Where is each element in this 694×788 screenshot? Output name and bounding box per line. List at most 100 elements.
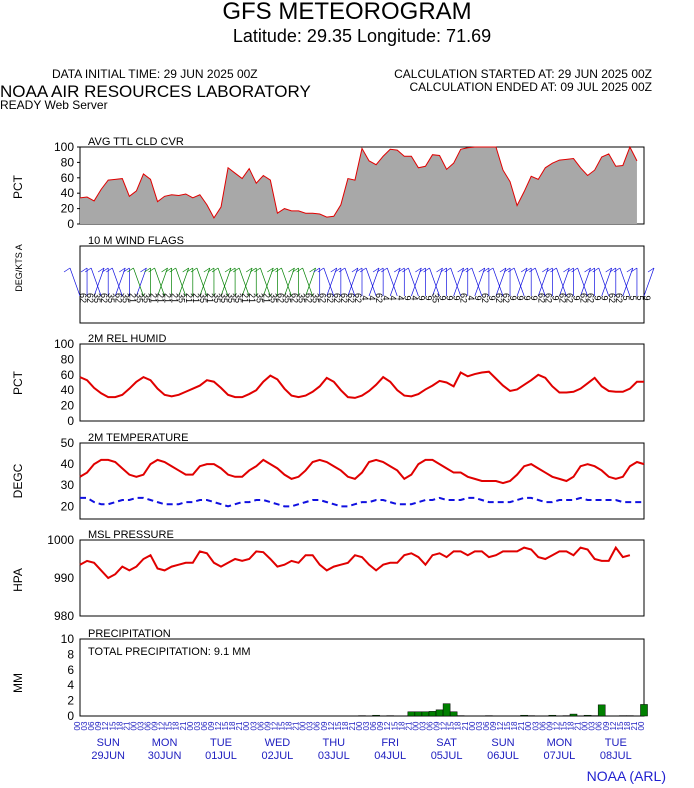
wind-barb [376,267,384,273]
wind-speed-label: 9 [487,295,497,300]
precip-bar [597,704,606,717]
wind-speed-label: 9 [508,295,518,300]
time-tick-label: 06 [426,721,435,730]
wind-flag [534,267,546,297]
wind-barb [338,267,346,273]
wind-barb [224,267,232,273]
time-tick-label: 09 [489,721,498,730]
wind-barb [97,267,105,273]
wind-flag [260,267,271,297]
wind-speed-label: 62 [543,293,553,303]
precip-bar [414,711,423,717]
wind-speed-label: 21 [184,293,194,303]
wind-speed-label: 35 [177,293,187,303]
wind-flag [601,267,613,297]
wind-flag [559,267,570,297]
precip-bar [407,711,416,717]
wind-speed-label: 4 [360,295,370,300]
wind-speed-label: 9 [642,295,652,300]
wind-flag [389,267,401,297]
wind-speed-label: 5 [635,295,645,300]
wind-speed-label: 35 [282,293,292,303]
y-tick-label: 40 [61,186,75,200]
time-tick-label: 12 [214,721,223,730]
time-tick-label: 15 [165,721,174,730]
wind-speed-label: 4 [409,295,419,300]
wind-flag [411,267,422,297]
y-tick-label: 100 [54,337,74,351]
wind-barb [584,267,591,273]
wind-barb [211,267,219,273]
y-tick-label: 6 [67,663,74,677]
wind-flag [580,267,591,297]
y-tick-label: 80 [61,155,75,169]
wind-flag [474,267,486,297]
wind-barb [423,267,430,273]
panel-title: MSL PRESSURE [88,529,174,541]
wind-barb [80,267,88,273]
wind-speed-label: 9 [438,295,448,300]
wind-flag [175,267,187,297]
wind-flag [368,267,380,297]
time-tick-label: 06 [538,721,547,730]
time-tick-label: 00 [242,721,251,730]
time-tick-label: 03 [80,721,89,730]
time-tick-label: 15 [503,721,512,730]
wind-flag [136,267,147,297]
y-tick-label: 990 [54,571,74,585]
wind-barb [203,267,211,273]
wind-speed-label: 35 [431,293,441,303]
wind-flag [217,267,229,297]
time-tick-label: 03 [193,721,202,730]
wind-speed-label: 35 [92,293,102,303]
wind-barb [63,267,71,273]
date-label: 02JUL [262,750,294,762]
wind-speed-label: 62 [586,293,596,303]
wind-speed-label: 62 [536,293,546,303]
wind-barb [102,267,109,273]
wind-barb [394,267,401,273]
time-tick-label: 18 [567,721,576,730]
time-tick-label: 12 [270,721,279,730]
wind-speed-label: 5 [628,295,638,300]
wind-speed-label: 9 [473,295,483,300]
wind-barb [351,267,359,273]
wind-flag [220,267,232,297]
wind-barb [465,267,473,273]
time-tick-label: 21 [517,721,526,730]
wind-barb [161,267,168,273]
wind-barb [245,267,253,273]
wind-flag [495,267,507,297]
wind-speed-label: 35 [198,293,208,303]
precip-bar [421,711,430,717]
wind-barb [529,267,536,273]
wind-speed-label: 62 [346,293,356,303]
wind-speed-label: 35 [141,293,151,303]
wind-speed-label: 62 [607,293,617,303]
wind-barb [127,267,134,273]
wind-barb [254,267,261,273]
wind-speed-label: 35 [212,293,222,303]
page-title: GFS METEOROGRAM [222,0,472,25]
wind-flag [598,267,610,297]
wind-speed-label: 21 [163,293,173,303]
wind-barb [398,267,405,273]
wind-speed-label: 5 [621,295,631,300]
wind-barb [123,267,130,273]
time-tick-label: 09 [320,721,329,730]
wind-flag [453,267,464,297]
y-tick-label: 4 [67,678,74,692]
panel-frame [79,539,645,617]
wind-barb [292,267,299,273]
wind-speed-label: 9 [416,295,426,300]
day-of-week-label: MON [152,737,178,749]
cloud-cover-area [80,147,637,224]
wind-barb [542,267,549,273]
wind-speed-label: 4 [381,295,391,300]
precip-bar [640,704,648,717]
date-label: 01JUL [205,750,237,762]
wind-barb [313,267,320,273]
calc-started: CALCULATION STARTED AT: 29 JUN 2025 00Z [394,67,652,81]
y-tick-label: 30 [61,478,75,492]
wind-barb [457,267,464,273]
